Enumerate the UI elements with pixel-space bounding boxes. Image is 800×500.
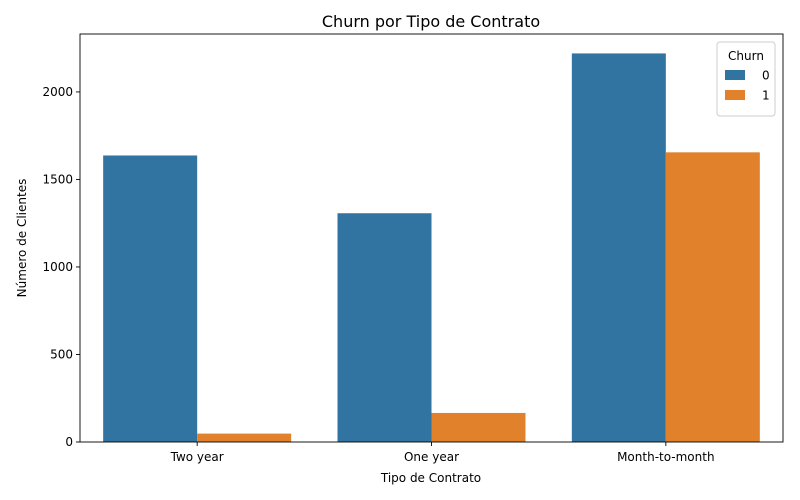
- legend-swatch-churn-0: [725, 70, 745, 80]
- y-tick-label: 0: [65, 435, 73, 449]
- y-tick-label: 2000: [42, 85, 73, 99]
- y-tick-label: 1000: [42, 260, 73, 274]
- x-axis-label: Tipo de Contrato: [380, 471, 481, 485]
- x-tick-label: Month-to-month: [617, 450, 715, 464]
- x-tick-label: One year: [404, 450, 459, 464]
- x-ticks-group: Two year One year Month-to-month: [170, 442, 715, 464]
- y-tick-label: 500: [50, 347, 73, 361]
- bar-two-year-churn-0: [103, 155, 198, 442]
- bar-month-to-month-churn-1: [665, 152, 760, 442]
- legend-swatch-churn-1: [725, 90, 745, 100]
- bar-two-year-churn-1: [197, 433, 292, 442]
- bar-one-year-churn-0: [337, 213, 432, 442]
- legend-label-churn-1: 1: [762, 89, 770, 103]
- legend: Churn 01: [716, 41, 776, 117]
- chart-title: Churn por Tipo de Contrato: [322, 12, 540, 31]
- y-ticks-group: 0 500 1000 1500 2000: [42, 85, 80, 449]
- bars-group: [103, 53, 760, 443]
- legend-label-churn-0: 0: [762, 69, 770, 83]
- y-tick-label: 1500: [42, 172, 73, 186]
- y-axis-label: Número de Clientes: [15, 179, 29, 298]
- bar-one-year-churn-1: [431, 412, 526, 442]
- bar-month-to-month-churn-0: [571, 53, 666, 443]
- x-tick-label: Two year: [170, 450, 224, 464]
- plot-frame: [79, 33, 784, 443]
- legend-title: Churn: [728, 49, 764, 63]
- legend-items: 01: [725, 69, 770, 103]
